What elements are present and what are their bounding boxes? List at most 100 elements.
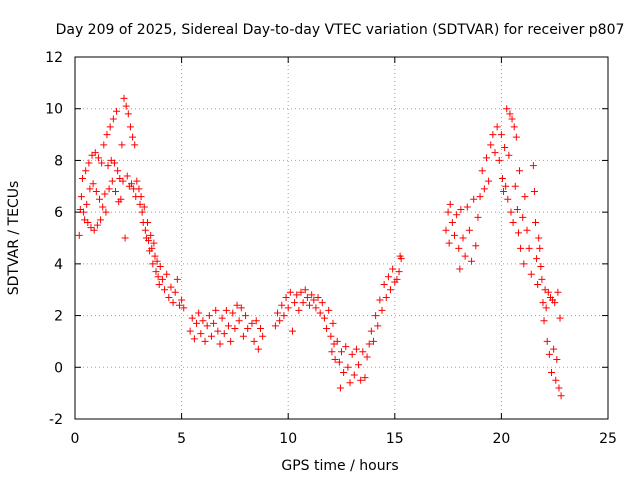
data-point xyxy=(103,131,111,139)
data-point xyxy=(468,257,476,265)
data-point xyxy=(357,376,365,384)
data-point xyxy=(359,348,367,356)
y-tick-label: 10 xyxy=(45,102,63,118)
data-point xyxy=(514,229,522,237)
data-point xyxy=(489,131,497,139)
data-point xyxy=(145,237,153,245)
data-point xyxy=(393,275,401,283)
data-point xyxy=(155,281,163,289)
data-point xyxy=(506,110,514,118)
data-point xyxy=(171,288,179,296)
data-point xyxy=(474,213,482,221)
data-point xyxy=(544,288,552,296)
data-point xyxy=(348,350,356,358)
y-tick-labels: -2 0 2 4 6 8 10 12 xyxy=(45,50,63,428)
data-point xyxy=(509,218,517,226)
data-point xyxy=(108,177,116,185)
data-point xyxy=(552,376,560,384)
data-point xyxy=(327,332,335,340)
data-point xyxy=(227,337,235,345)
data-point xyxy=(470,195,478,203)
data-point xyxy=(104,162,112,170)
data-point xyxy=(91,149,99,157)
data-point xyxy=(513,206,521,214)
data-point xyxy=(325,306,333,314)
data-point xyxy=(165,293,173,301)
data-point xyxy=(278,301,286,309)
x-tick-label: 20 xyxy=(492,431,510,447)
data-point xyxy=(220,330,228,338)
data-point xyxy=(301,286,309,294)
data-point xyxy=(122,102,130,110)
data-point xyxy=(133,177,141,185)
data-point xyxy=(508,115,516,123)
data-point xyxy=(175,301,183,309)
data-point xyxy=(376,296,384,304)
data-point xyxy=(167,283,175,291)
data-point xyxy=(352,345,360,353)
data-point xyxy=(389,265,397,273)
data-point xyxy=(316,309,324,317)
data-point xyxy=(540,317,548,325)
data-point xyxy=(152,268,160,276)
data-point xyxy=(186,327,194,335)
data-point xyxy=(98,159,106,167)
data-point xyxy=(502,182,510,190)
data-point xyxy=(118,141,126,149)
data-point xyxy=(280,312,288,320)
data-point xyxy=(284,304,292,312)
data-point xyxy=(291,299,299,307)
data-point xyxy=(507,208,515,216)
data-point xyxy=(237,304,245,312)
data-point xyxy=(500,187,508,195)
data-point xyxy=(148,244,156,252)
y-tick-label: -2 xyxy=(49,412,63,428)
data-point xyxy=(340,368,348,376)
data-point xyxy=(472,242,480,250)
data-point xyxy=(517,244,525,252)
data-point xyxy=(457,206,465,214)
data-point xyxy=(382,293,390,301)
data-point xyxy=(534,281,542,289)
data-point xyxy=(336,384,344,392)
y-tick-label: 12 xyxy=(45,50,63,66)
data-point xyxy=(259,332,267,340)
data-point xyxy=(374,322,382,330)
data-point xyxy=(498,175,506,183)
data-point xyxy=(105,185,113,193)
data-point xyxy=(229,309,237,317)
data-point xyxy=(342,343,350,351)
data-point xyxy=(271,322,279,330)
data-point xyxy=(143,218,151,226)
data-point xyxy=(138,208,146,216)
data-point xyxy=(361,374,369,382)
data-point xyxy=(476,193,484,201)
data-point xyxy=(248,319,256,327)
data-point xyxy=(550,345,558,353)
data-point xyxy=(254,345,262,353)
y-tick-label: 8 xyxy=(54,153,63,169)
data-point xyxy=(331,356,339,364)
data-point xyxy=(114,167,122,175)
data-point xyxy=(276,317,284,325)
data-point xyxy=(197,330,205,338)
data-point xyxy=(256,325,264,332)
data-point xyxy=(153,257,161,265)
data-point xyxy=(456,265,464,273)
data-point xyxy=(448,218,456,226)
data-point xyxy=(536,244,544,252)
data-point xyxy=(478,167,486,175)
data-point xyxy=(199,317,207,325)
data-point xyxy=(542,304,550,312)
data-point xyxy=(523,226,531,234)
data-point xyxy=(533,255,541,263)
data-point xyxy=(463,203,471,211)
data-point xyxy=(231,325,239,332)
data-point xyxy=(150,239,158,247)
data-point xyxy=(244,325,252,332)
data-point xyxy=(497,131,505,139)
data-point xyxy=(207,332,215,340)
y-tick-label: 4 xyxy=(54,257,63,273)
data-point xyxy=(516,167,524,175)
data-point xyxy=(225,322,233,330)
